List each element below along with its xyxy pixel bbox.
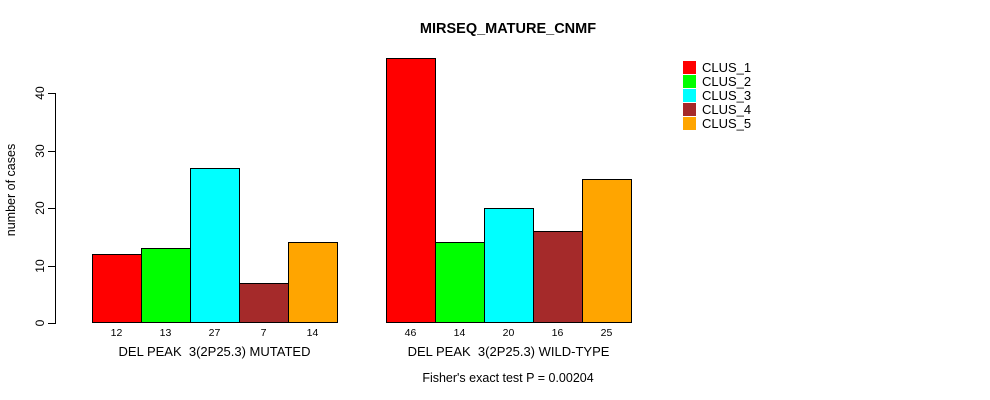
y-axis-line <box>55 93 56 324</box>
bar-value-label: 14 <box>306 327 319 339</box>
bar-clus_1-group1 <box>92 254 142 323</box>
bar-value-label: 20 <box>502 327 515 339</box>
group-label: DEL PEAK 3(2P25.3) WILD-TYPE <box>407 344 610 359</box>
legend-item: CLUS_2 <box>683 75 751 88</box>
legend: CLUS_1 CLUS_2 CLUS_3 CLUS_4 CLUS_5 <box>683 61 751 131</box>
bar-value-label: 46 <box>404 327 417 339</box>
y-axis-label: number of cases <box>4 143 18 237</box>
legend-label: CLUS_1 <box>702 60 752 75</box>
bar-value-label: 14 <box>453 327 466 339</box>
y-tick-label: 10 <box>33 259 47 273</box>
y-tick-mark <box>48 266 55 267</box>
chart-title: MIRSEQ_MATURE_CNMF <box>419 21 597 37</box>
y-tick-label: 0 <box>33 319 47 327</box>
bar-value-label: 25 <box>600 327 613 339</box>
bar-value-label: 27 <box>208 327 221 339</box>
legend-swatch-clus_3 <box>683 89 696 102</box>
bar-clus_3-group2 <box>484 208 534 323</box>
legend-swatch-clus_2 <box>683 75 696 88</box>
legend-label: CLUS_2 <box>702 74 752 89</box>
legend-item: CLUS_3 <box>683 89 751 102</box>
bar-value-label: 7 <box>260 327 267 339</box>
bar-value-label: 16 <box>551 327 564 339</box>
bar-clus_2-group1 <box>141 248 191 323</box>
legend-item: CLUS_4 <box>683 103 751 116</box>
legend-label: CLUS_3 <box>702 88 752 103</box>
y-tick-label: 40 <box>33 86 47 100</box>
y-tick-mark <box>48 208 55 209</box>
legend-swatch-clus_5 <box>683 117 696 130</box>
bar-value-label: 13 <box>159 327 172 339</box>
legend-swatch-clus_4 <box>683 103 696 116</box>
bar-clus_5-group1 <box>288 242 338 323</box>
bar-clus_4-group1 <box>239 283 289 323</box>
y-tick-mark <box>48 151 55 152</box>
y-tick-mark <box>48 93 55 94</box>
legend-item: CLUS_5 <box>683 117 751 130</box>
bar-clus_2-group2 <box>435 242 485 323</box>
legend-swatch-clus_1 <box>683 61 696 74</box>
bar-clus_1-group2 <box>386 58 436 323</box>
legend-label: CLUS_4 <box>702 102 752 117</box>
annotation-text: Fisher's exact test P = 0.00204 <box>422 371 594 385</box>
bar-value-label: 12 <box>110 327 123 339</box>
y-tick-label: 20 <box>33 201 47 215</box>
legend-item: CLUS_1 <box>683 61 751 74</box>
group-label: DEL PEAK 3(2P25.3) MUTATED <box>118 344 311 359</box>
legend-label: CLUS_5 <box>702 116 752 131</box>
bar-clus_5-group2 <box>582 179 632 323</box>
bar-clus_3-group1 <box>190 168 240 323</box>
y-tick-mark <box>48 323 55 324</box>
y-tick-label: 30 <box>33 144 47 158</box>
bar-clus_4-group2 <box>533 231 583 323</box>
